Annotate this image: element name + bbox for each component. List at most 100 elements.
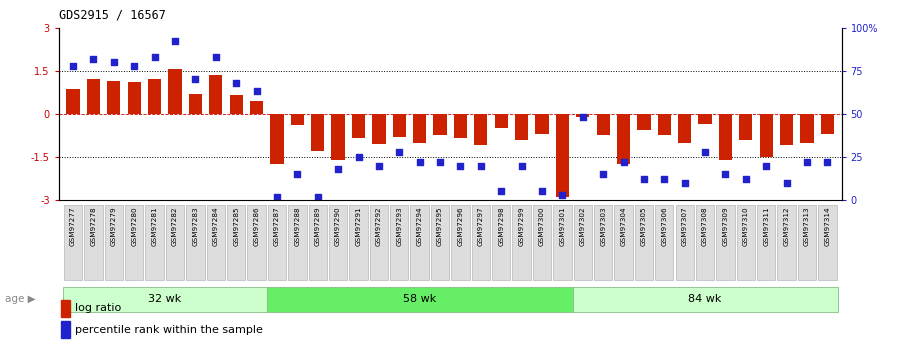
Text: GSM97295: GSM97295	[437, 207, 443, 246]
Bar	[637, 114, 651, 130]
Text: GSM97294: GSM97294	[416, 207, 423, 246]
FancyBboxPatch shape	[737, 205, 755, 279]
FancyBboxPatch shape	[84, 205, 102, 279]
Text: GSM97304: GSM97304	[621, 207, 626, 246]
Text: GSM97291: GSM97291	[356, 207, 361, 246]
Text: GSM97296: GSM97296	[457, 207, 463, 246]
Text: GSM97313: GSM97313	[804, 207, 810, 246]
Point	[167, 39, 182, 44]
FancyBboxPatch shape	[268, 205, 286, 279]
Point	[372, 163, 386, 168]
Bar	[678, 114, 691, 142]
Text: GSM97309: GSM97309	[722, 207, 729, 246]
Bar	[128, 82, 141, 114]
Text: GSM97302: GSM97302	[580, 207, 586, 246]
Bar	[230, 95, 243, 114]
Bar	[393, 114, 406, 137]
Bar	[596, 114, 610, 136]
Text: percentile rank within the sample: percentile rank within the sample	[75, 325, 262, 335]
Bar	[209, 75, 223, 114]
Text: GSM97279: GSM97279	[111, 207, 117, 246]
Point	[453, 163, 468, 168]
Text: GSM97310: GSM97310	[743, 207, 748, 246]
Point	[595, 171, 610, 177]
FancyBboxPatch shape	[166, 205, 185, 279]
FancyBboxPatch shape	[614, 205, 633, 279]
Bar	[291, 114, 304, 125]
Point	[473, 163, 488, 168]
Bar	[556, 114, 569, 197]
Point	[759, 163, 774, 168]
Bar	[148, 79, 161, 114]
Text: GSM97285: GSM97285	[233, 207, 239, 246]
Text: GSM97314: GSM97314	[824, 207, 831, 246]
FancyBboxPatch shape	[452, 205, 470, 279]
Text: GSM97282: GSM97282	[172, 207, 178, 246]
FancyBboxPatch shape	[349, 205, 367, 279]
Text: GSM97288: GSM97288	[294, 207, 300, 246]
FancyBboxPatch shape	[390, 205, 408, 279]
Text: GSM97290: GSM97290	[335, 207, 341, 246]
Point	[270, 194, 284, 199]
Point	[250, 89, 264, 94]
Point	[800, 159, 814, 165]
FancyBboxPatch shape	[288, 205, 307, 279]
FancyBboxPatch shape	[206, 205, 225, 279]
FancyBboxPatch shape	[146, 205, 164, 279]
FancyBboxPatch shape	[247, 205, 266, 279]
Point	[188, 77, 203, 82]
FancyBboxPatch shape	[798, 205, 816, 279]
Point	[310, 194, 325, 199]
Bar	[66, 89, 80, 114]
FancyBboxPatch shape	[64, 205, 82, 279]
Text: GSM97293: GSM97293	[396, 207, 402, 246]
Text: GSM97308: GSM97308	[702, 207, 708, 246]
Text: age ▶: age ▶	[5, 294, 35, 304]
Bar	[515, 114, 529, 140]
Point	[413, 159, 427, 165]
FancyBboxPatch shape	[63, 287, 267, 312]
Bar	[699, 114, 711, 124]
Point	[576, 115, 590, 120]
Bar	[168, 69, 182, 114]
Text: GSM97281: GSM97281	[152, 207, 157, 246]
Point	[229, 80, 243, 86]
Bar	[821, 114, 834, 134]
FancyBboxPatch shape	[757, 205, 776, 279]
Text: GSM97297: GSM97297	[478, 207, 484, 246]
Bar	[271, 114, 283, 164]
FancyBboxPatch shape	[512, 205, 530, 279]
Bar	[433, 114, 447, 136]
Bar	[331, 114, 345, 160]
Point	[494, 189, 509, 194]
Text: GSM97303: GSM97303	[600, 207, 606, 246]
Point	[535, 189, 549, 194]
Point	[107, 59, 121, 65]
Bar	[759, 114, 773, 157]
Point	[636, 177, 651, 182]
Bar	[800, 114, 814, 142]
FancyBboxPatch shape	[125, 205, 143, 279]
FancyBboxPatch shape	[634, 205, 653, 279]
FancyBboxPatch shape	[267, 287, 573, 312]
Bar	[576, 114, 589, 117]
Point	[66, 63, 81, 68]
FancyBboxPatch shape	[105, 205, 123, 279]
Bar	[474, 114, 488, 146]
Text: GSM97278: GSM97278	[90, 207, 97, 246]
Point	[127, 63, 141, 68]
Text: GSM97298: GSM97298	[499, 207, 504, 246]
FancyBboxPatch shape	[696, 205, 714, 279]
FancyBboxPatch shape	[777, 205, 795, 279]
Point	[208, 54, 223, 60]
Bar	[617, 114, 630, 164]
Bar	[352, 114, 365, 138]
Bar	[658, 114, 671, 136]
FancyBboxPatch shape	[533, 205, 551, 279]
FancyBboxPatch shape	[411, 205, 429, 279]
Text: GSM97305: GSM97305	[641, 207, 647, 246]
FancyBboxPatch shape	[574, 205, 592, 279]
Text: GSM97287: GSM97287	[274, 207, 280, 246]
Point	[555, 192, 569, 198]
Bar	[780, 114, 794, 146]
